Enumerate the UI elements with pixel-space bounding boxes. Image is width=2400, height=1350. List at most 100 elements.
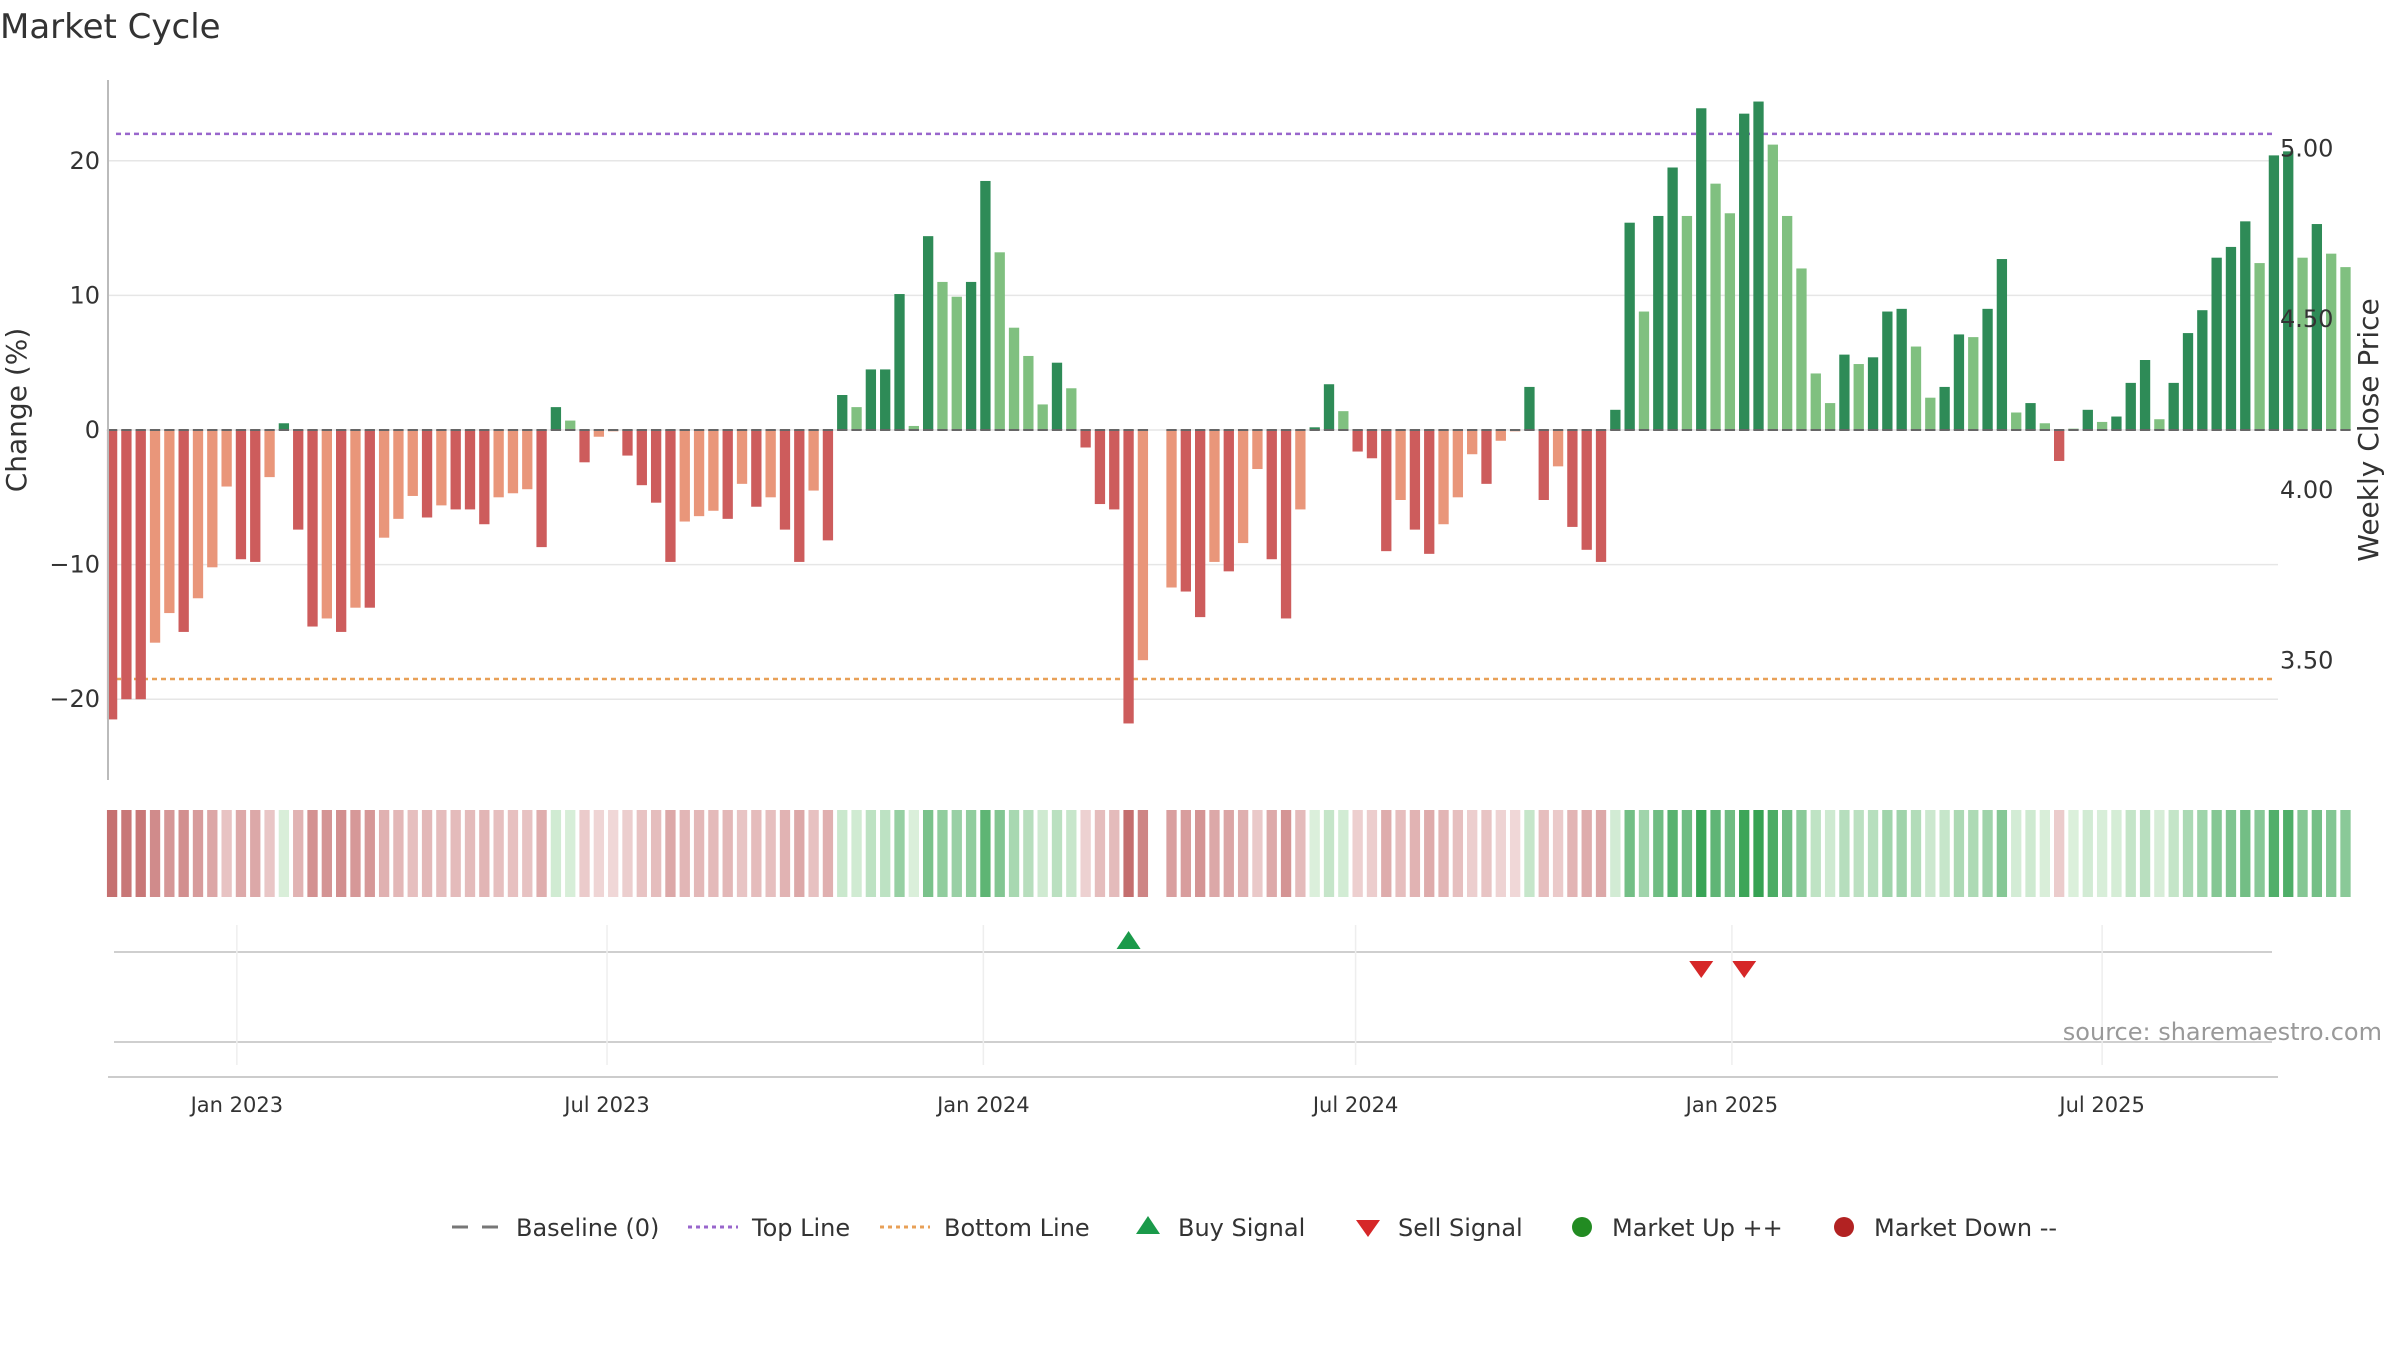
heat-cell xyxy=(1080,810,1091,897)
heat-cell xyxy=(1180,810,1191,897)
bar xyxy=(1624,222,1635,430)
heat-cell xyxy=(321,810,332,897)
bar xyxy=(1524,386,1535,430)
heat-cell xyxy=(1810,810,1821,897)
x-axis-ticks: Jan 2023 Jul 2023 Jan 2024 Jul 2024 Jan 2025… xyxy=(189,925,2145,1117)
bar xyxy=(121,430,132,700)
heat-cell xyxy=(679,810,690,897)
bar xyxy=(1810,373,1821,430)
heat-cell xyxy=(1767,810,1778,897)
heat-cell xyxy=(2326,810,2337,897)
heat-cell xyxy=(565,810,576,897)
legend-marker xyxy=(1834,1217,1854,1237)
heat-cell xyxy=(522,810,533,897)
heat-cell xyxy=(2240,810,2251,897)
heat-cell xyxy=(1839,810,1850,897)
heat-cell xyxy=(1166,810,1177,897)
bar xyxy=(1896,308,1907,430)
bar xyxy=(364,430,375,608)
bar xyxy=(2025,403,2036,430)
bar xyxy=(779,430,791,530)
heat-cell xyxy=(1266,810,1277,897)
heat-cell xyxy=(1495,810,1506,897)
heat-strip xyxy=(106,810,2351,897)
x-tick-label: Jul 2024 xyxy=(1311,1093,1398,1117)
bar xyxy=(1910,346,1922,430)
heat-cell xyxy=(1824,810,1836,897)
bar xyxy=(880,369,891,430)
bar xyxy=(965,281,977,430)
heat-cell xyxy=(2082,810,2093,897)
heat-cell xyxy=(1982,810,1993,897)
heat-cell xyxy=(794,810,805,897)
legend-marker xyxy=(1572,1217,1592,1237)
x-tick-label: Jan 2025 xyxy=(1684,1093,1779,1117)
heat-cell xyxy=(507,810,519,897)
heat-cell xyxy=(1438,810,1449,897)
x-tick-label: Jul 2025 xyxy=(2057,1093,2144,1117)
bar xyxy=(2182,333,2194,430)
bar xyxy=(178,430,189,632)
bar xyxy=(235,430,247,560)
heat-cell xyxy=(2168,810,2179,897)
bar xyxy=(464,430,476,510)
heat-cell xyxy=(1452,810,1464,897)
bar xyxy=(1552,430,1564,467)
y-right-tick-label: 5.00 xyxy=(2280,134,2333,162)
heat-cell xyxy=(736,810,748,897)
bar xyxy=(2111,416,2122,430)
y-left-tick-label: −20 xyxy=(49,685,100,713)
heat-cell xyxy=(178,810,189,897)
bar xyxy=(1395,430,1406,500)
legend-item: Sell Signal xyxy=(1356,1214,1523,1242)
heat-cell xyxy=(965,810,977,897)
y-left-tick-label: −10 xyxy=(49,551,100,579)
bar xyxy=(1781,215,1793,430)
heat-cell xyxy=(1667,810,1678,897)
heat-cell xyxy=(106,810,118,897)
heat-cell xyxy=(1481,810,1492,897)
heat-cell xyxy=(364,810,375,897)
heat-cell xyxy=(1781,810,1793,897)
bar xyxy=(1080,430,1091,448)
bar xyxy=(622,430,633,456)
heat-cell xyxy=(593,810,605,897)
bar xyxy=(865,369,877,430)
bar xyxy=(1481,430,1492,484)
legend-item: Baseline (0) xyxy=(452,1214,659,1242)
bar xyxy=(550,407,562,430)
heat-cell xyxy=(779,810,791,897)
bar xyxy=(693,430,705,517)
bar xyxy=(2197,310,2208,430)
bar xyxy=(207,430,218,568)
y-left-tick-label: 0 xyxy=(85,416,100,444)
bar xyxy=(1309,427,1320,430)
bar xyxy=(321,430,332,619)
heat-cell xyxy=(1195,810,1206,897)
bar xyxy=(421,430,433,518)
heat-cell xyxy=(1595,810,1607,897)
y-left-tick-label: 20 xyxy=(69,147,100,175)
bar xyxy=(994,252,1005,430)
bar xyxy=(1123,430,1134,724)
bar xyxy=(951,296,962,430)
legend-item: Market Down -- xyxy=(1834,1214,2057,1242)
heat-cell xyxy=(1638,810,1650,897)
legend-label: Market Down -- xyxy=(1874,1214,2057,1242)
legend-label: Bottom Line xyxy=(944,1214,1090,1242)
legend-item: Bottom Line xyxy=(880,1214,1090,1242)
heat-cell xyxy=(1008,810,1020,897)
bar xyxy=(1610,409,1621,430)
heat-cell xyxy=(722,810,733,897)
y-right-tick-label: 3.50 xyxy=(2280,646,2333,674)
x-tick-label: Jul 2023 xyxy=(562,1093,649,1117)
bar xyxy=(522,430,533,490)
heat-cell xyxy=(2340,810,2351,897)
bar xyxy=(679,430,690,522)
heat-cell xyxy=(350,810,361,897)
bar xyxy=(937,281,948,430)
heat-cell xyxy=(922,810,934,897)
bar xyxy=(1953,334,1965,430)
heat-cell xyxy=(536,810,547,897)
